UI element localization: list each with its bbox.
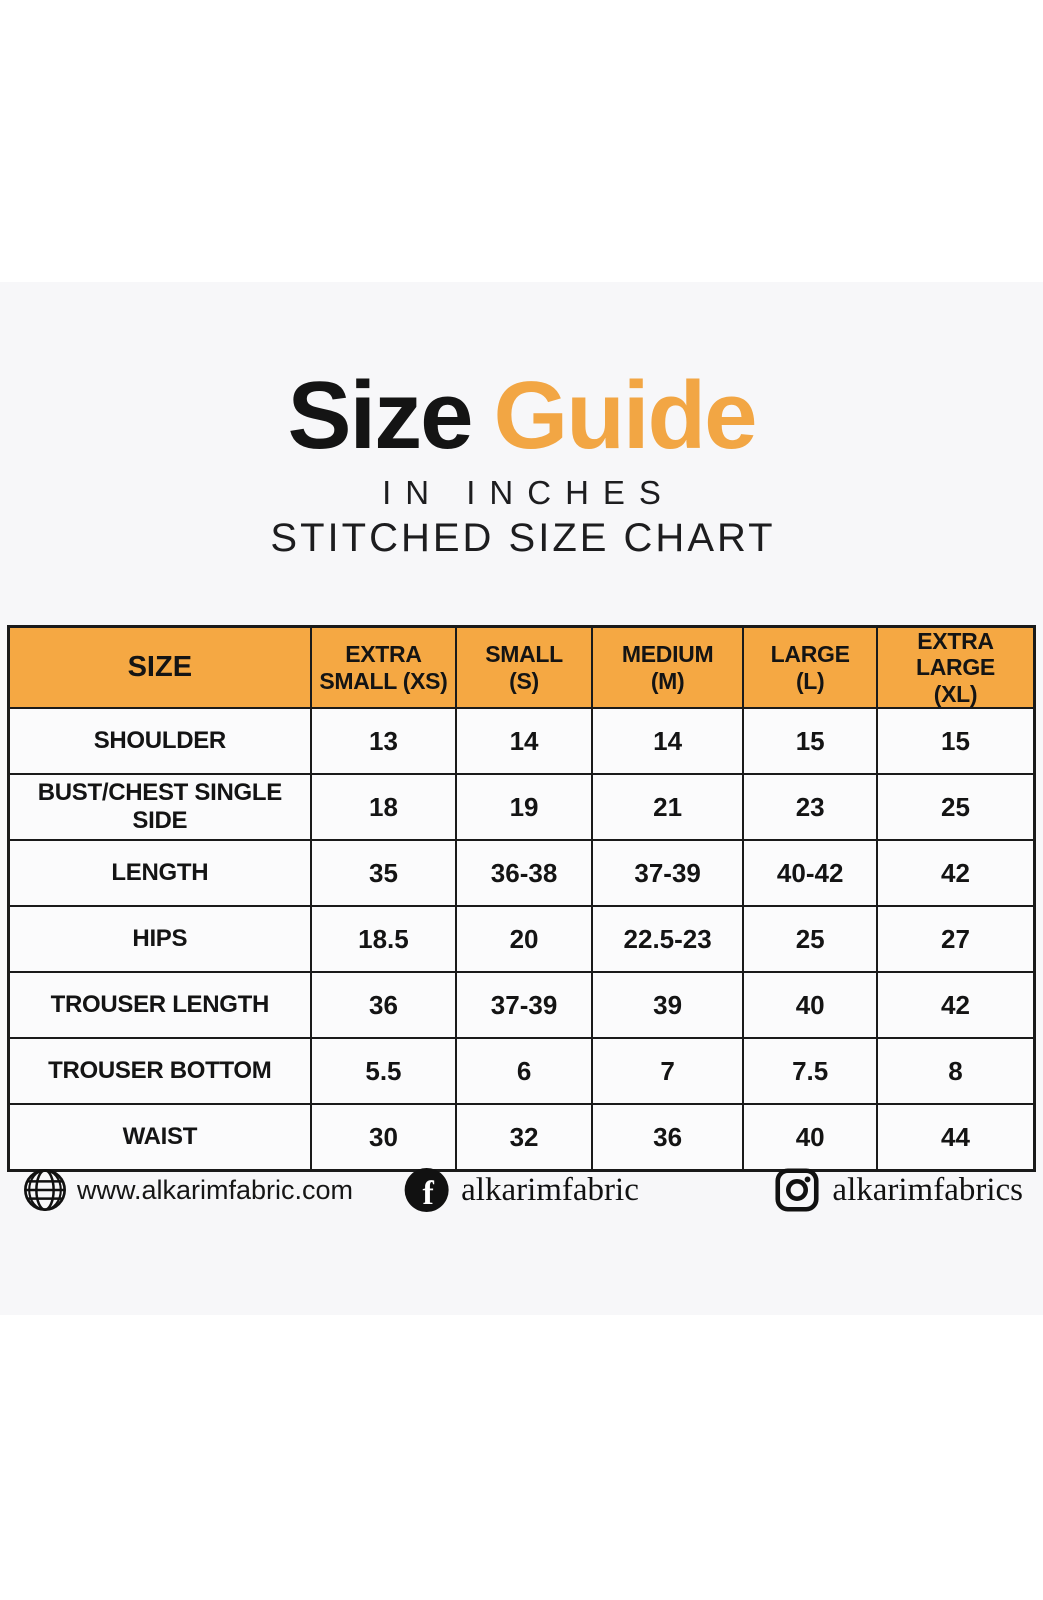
instagram-icon [775, 1168, 819, 1212]
size-chart-table: SIZE EXTRA SMALL (XS) SMALL (S) MEDIUM (… [7, 625, 1036, 1172]
table-row-length: LENGTH 35 36-38 37-39 40-42 42 [7, 839, 1036, 908]
table-row-bust-chest: BUST/CHEST SINGLE SIDE 18 19 21 23 25 [7, 773, 1036, 842]
row-label: WAIST [7, 1103, 312, 1172]
cell-value: 37-39 [455, 971, 593, 1040]
footer-facebook: f alkarimfabric [404, 1163, 639, 1217]
cell-value: 20 [455, 905, 593, 974]
table-row-trouser-bottom: TROUSER BOTTOM 5.5 6 7 7.5 8 [7, 1037, 1036, 1106]
table-header-row: SIZE EXTRA SMALL (XS) SMALL (S) MEDIUM (… [7, 625, 1036, 710]
table-row-trouser-length: TROUSER LENGTH 36 37-39 39 40 42 [7, 971, 1036, 1040]
cell-value: 19 [455, 773, 593, 842]
cell-value: 5.5 [309, 1037, 458, 1106]
row-label: LENGTH [7, 839, 312, 908]
cell-value: 32 [455, 1103, 593, 1172]
cell-value: 25 [742, 905, 878, 974]
cell-value: 21 [590, 773, 745, 842]
cell-value: 36 [590, 1103, 745, 1172]
row-label: TROUSER BOTTOM [7, 1037, 312, 1106]
cell-value: 42 [875, 971, 1036, 1040]
cell-value: 42 [875, 839, 1036, 908]
cell-value: 44 [875, 1103, 1036, 1172]
cell-value: 18 [309, 773, 458, 842]
cell-value: 13 [309, 707, 458, 776]
cell-value: 40 [742, 971, 878, 1040]
table-row-waist: WAIST 30 32 36 40 44 [7, 1103, 1036, 1172]
subtitle-in-inches: IN INCHES [382, 474, 675, 511]
page-title: Size Guide [0, 368, 1043, 464]
cell-value: 39 [590, 971, 745, 1040]
header-cell-l: LARGE (L) [742, 625, 878, 710]
facebook-icon: f [404, 1168, 449, 1212]
cell-value: 27 [875, 905, 1036, 974]
row-label: HIPS [7, 905, 312, 974]
title-word-guide: Guide [493, 362, 758, 469]
row-label: BUST/CHEST SINGLE SIDE [7, 773, 312, 842]
cell-value: 23 [742, 773, 878, 842]
cell-value: 14 [590, 707, 745, 776]
globe-icon [22, 1167, 68, 1213]
row-label: SHOULDER [7, 707, 312, 776]
cell-value: 25 [875, 773, 1036, 842]
cell-value: 22.5-23 [590, 905, 745, 974]
cell-value: 18.5 [309, 905, 458, 974]
cell-value: 7 [590, 1037, 745, 1106]
header-cell-m: MEDIUM (M) [590, 625, 745, 710]
header-cell-xs: EXTRA SMALL (XS) [309, 625, 458, 710]
row-label: TROUSER LENGTH [7, 971, 312, 1040]
cell-value: 15 [875, 707, 1036, 776]
header-cell-s: SMALL (S) [455, 625, 593, 710]
title-word-size: Size [287, 362, 473, 469]
website-url: www.alkarimfabric.com [77, 1174, 354, 1205]
cell-value: 37-39 [590, 839, 745, 908]
cell-value: 8 [875, 1037, 1036, 1106]
cell-value: 40 [742, 1103, 878, 1172]
footer-instagram: alkarimfabrics [775, 1163, 1023, 1217]
cell-value: 40-42 [742, 839, 878, 908]
cell-value: 15 [742, 707, 878, 776]
cell-value: 36-38 [455, 839, 593, 908]
subtitle-stitched-size-chart: STITCHED SIZE CHART [270, 516, 776, 560]
cell-value: 7.5 [742, 1037, 878, 1106]
cell-value: 30 [309, 1103, 458, 1172]
cell-value: 14 [455, 707, 593, 776]
instagram-handle: alkarimfabrics [832, 1171, 1023, 1208]
facebook-handle: alkarimfabric [461, 1171, 639, 1208]
cell-value: 35 [309, 839, 458, 908]
cell-value: 36 [309, 971, 458, 1040]
footer-website: www.alkarimfabric.com [22, 1163, 353, 1217]
table-row-shoulder: SHOULDER 13 14 14 15 15 [7, 707, 1036, 776]
header-cell-size: SIZE [7, 625, 312, 710]
cell-value: 6 [455, 1037, 593, 1106]
table-row-hips: HIPS 18.5 20 22.5-23 25 27 [7, 905, 1036, 974]
header-cell-xl: EXTRA LARGE (XL) [875, 625, 1036, 710]
